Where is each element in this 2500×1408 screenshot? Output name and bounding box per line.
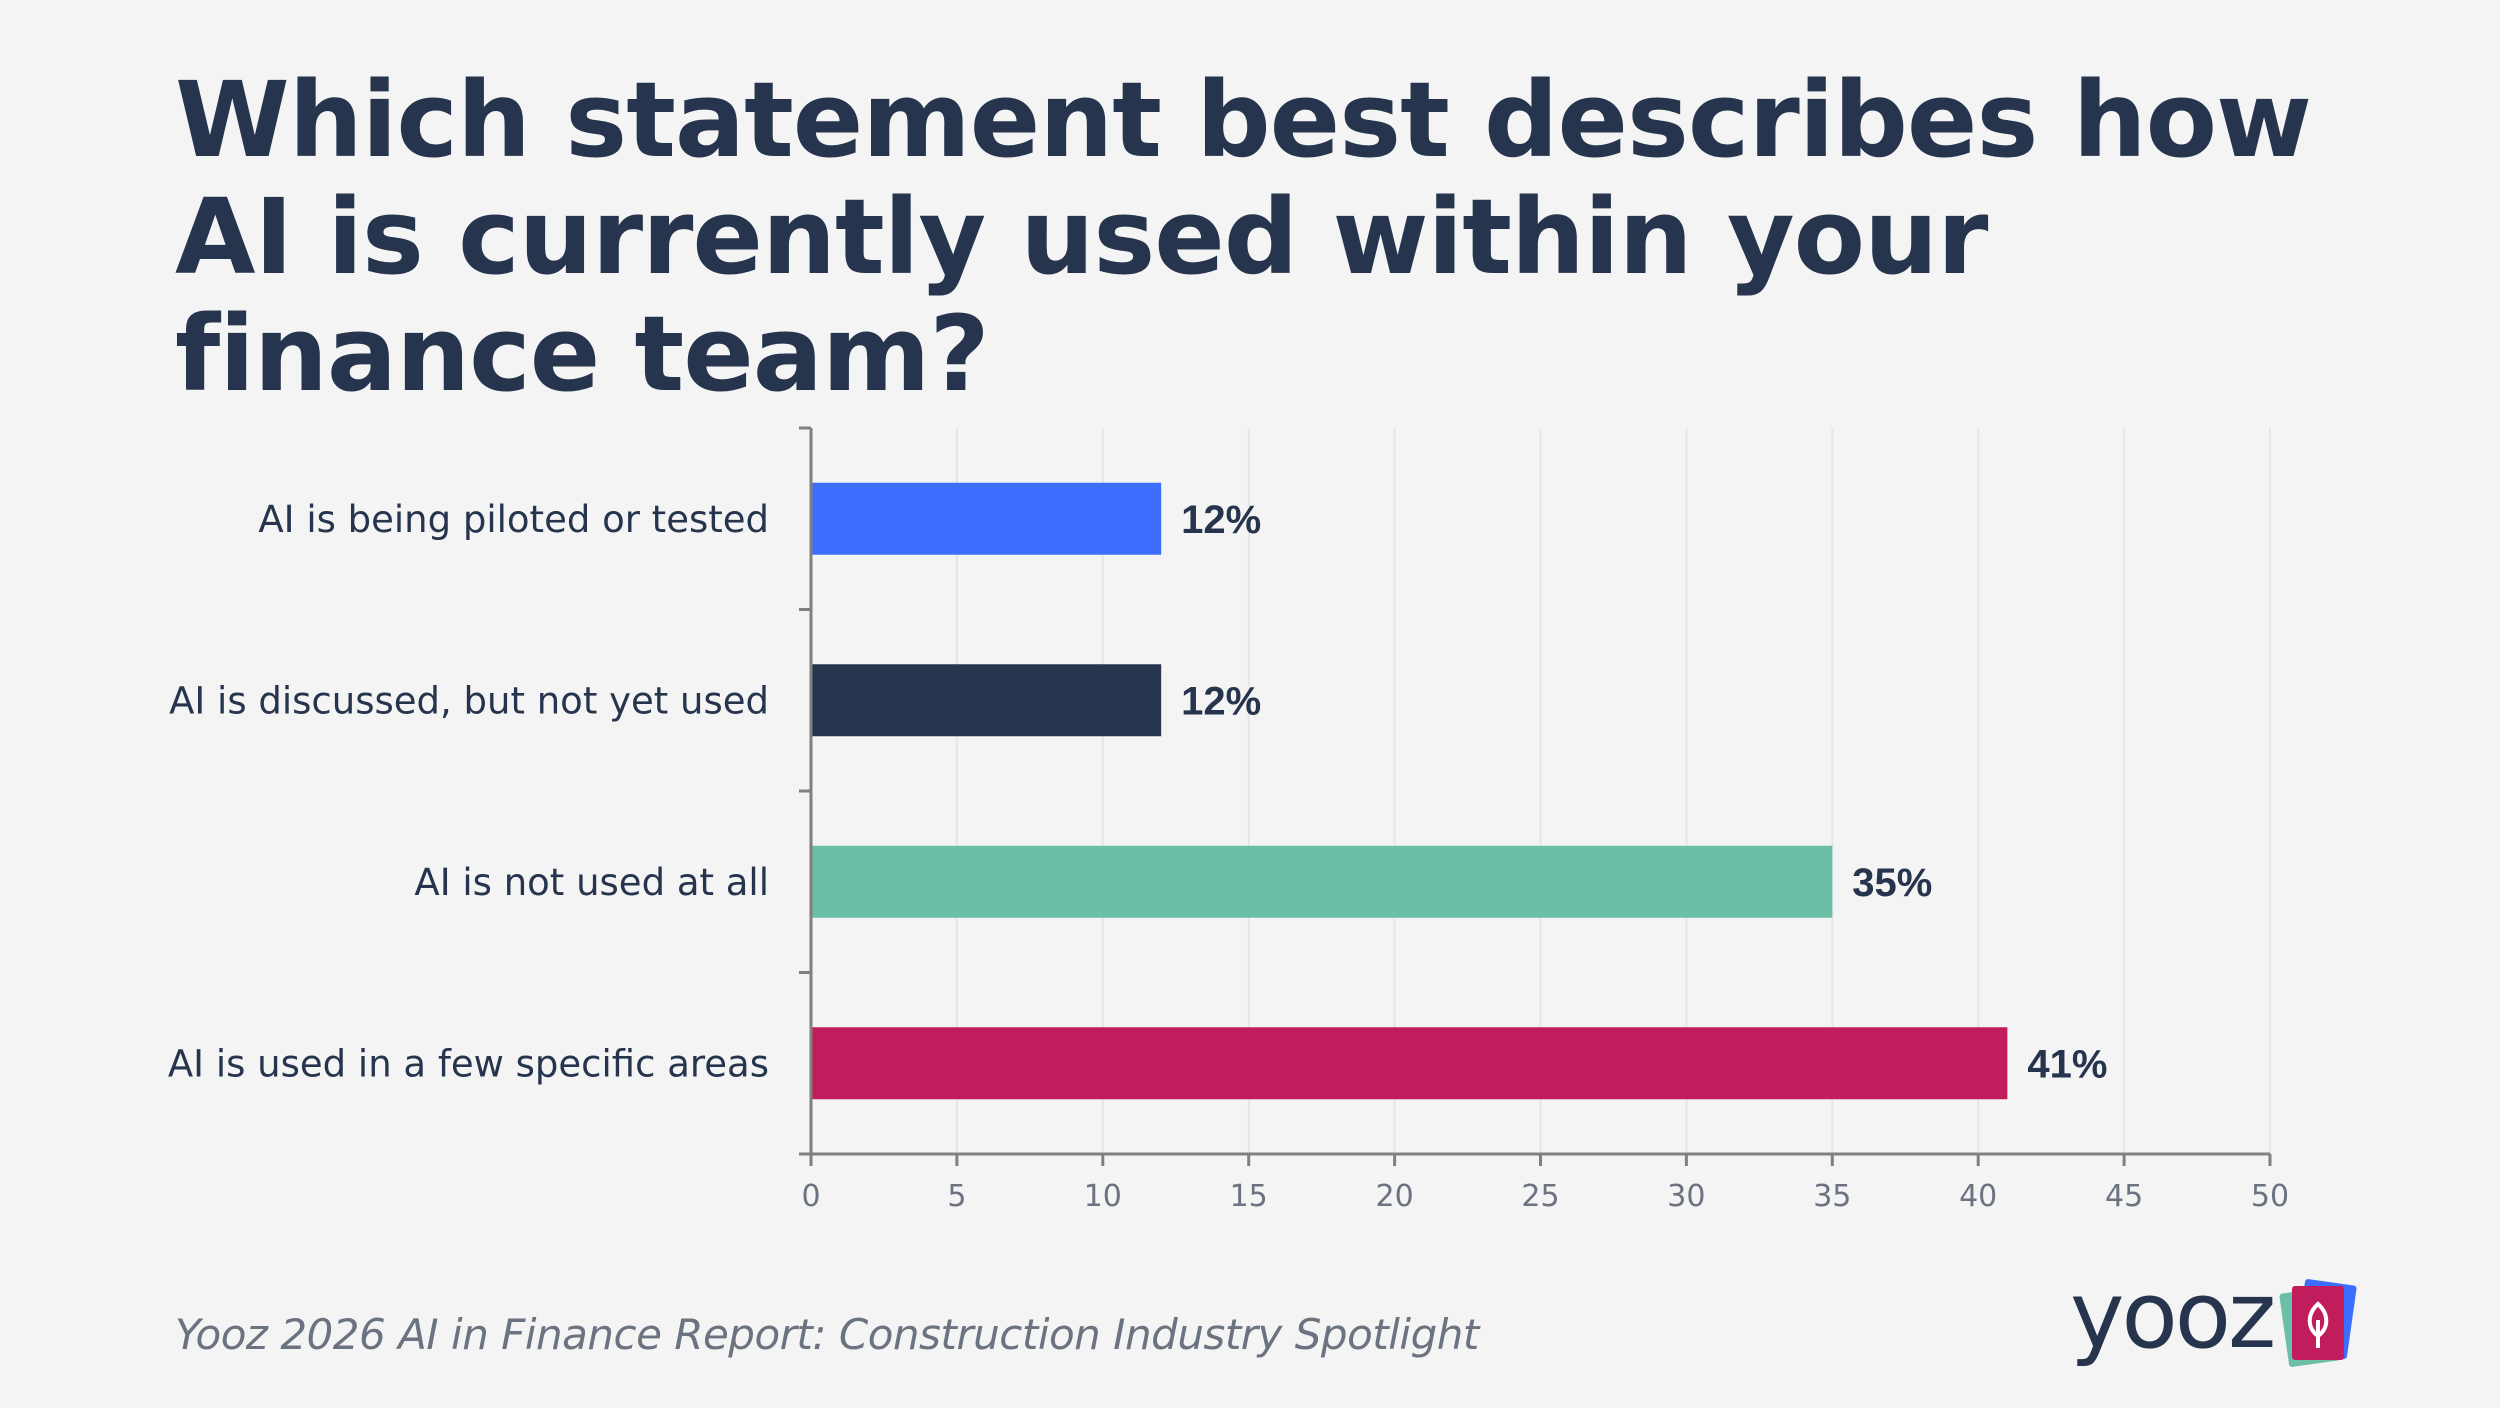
x-tick-label: 40 <box>1959 1179 1997 1214</box>
x-tick-label: 10 <box>1084 1179 1122 1214</box>
x-tick-label: 35 <box>1813 1179 1851 1214</box>
x-tick-label: 5 <box>947 1179 966 1214</box>
bar-4 <box>812 1027 2008 1100</box>
x-tick-label: 45 <box>2105 1179 2143 1214</box>
leaf-card-stack-icon <box>2279 1279 2357 1367</box>
bar-chart: 0 5 10 15 20 25 30 35 40 45 50 AI is being piloted … <box>168 426 2289 1214</box>
x-tick-label: 50 <box>2251 1179 2289 1214</box>
x-tick-label: 30 <box>1667 1179 1705 1214</box>
bar-2 <box>812 664 1162 737</box>
value-label: 35% <box>1852 861 1932 905</box>
value-label: 41% <box>2027 1042 2107 1086</box>
category-label: AI is used in a few specific areas <box>168 1042 769 1085</box>
logo-wordmark: yooz <box>2070 1262 2276 1369</box>
bar-1 <box>812 482 1162 555</box>
category-label: AI is being piloted or tested <box>258 498 769 541</box>
bars <box>812 482 2008 1100</box>
source-caption: Yooz 2026 AI in Finance Report: Construc… <box>175 1310 1479 1359</box>
chart-title: Which statement best describes how AI is… <box>175 59 2312 415</box>
category-label: AI is discussed, but not yet used <box>169 679 769 722</box>
value-label: 12% <box>1181 498 1261 542</box>
x-tick-label: 20 <box>1376 1179 1414 1214</box>
x-tick-label: 25 <box>1521 1179 1559 1214</box>
labels: 0 5 10 15 20 25 30 35 40 45 50 AI is being piloted … <box>168 498 2289 1214</box>
x-tick-label: 0 <box>801 1179 820 1214</box>
axes <box>799 426 2272 1166</box>
brand-logo: yooz <box>2070 1270 2370 1380</box>
x-tick-label: 15 <box>1230 1179 1268 1214</box>
bar-3 <box>812 845 1833 918</box>
category-label: AI is not used at all <box>414 861 769 904</box>
value-label: 12% <box>1181 679 1261 723</box>
